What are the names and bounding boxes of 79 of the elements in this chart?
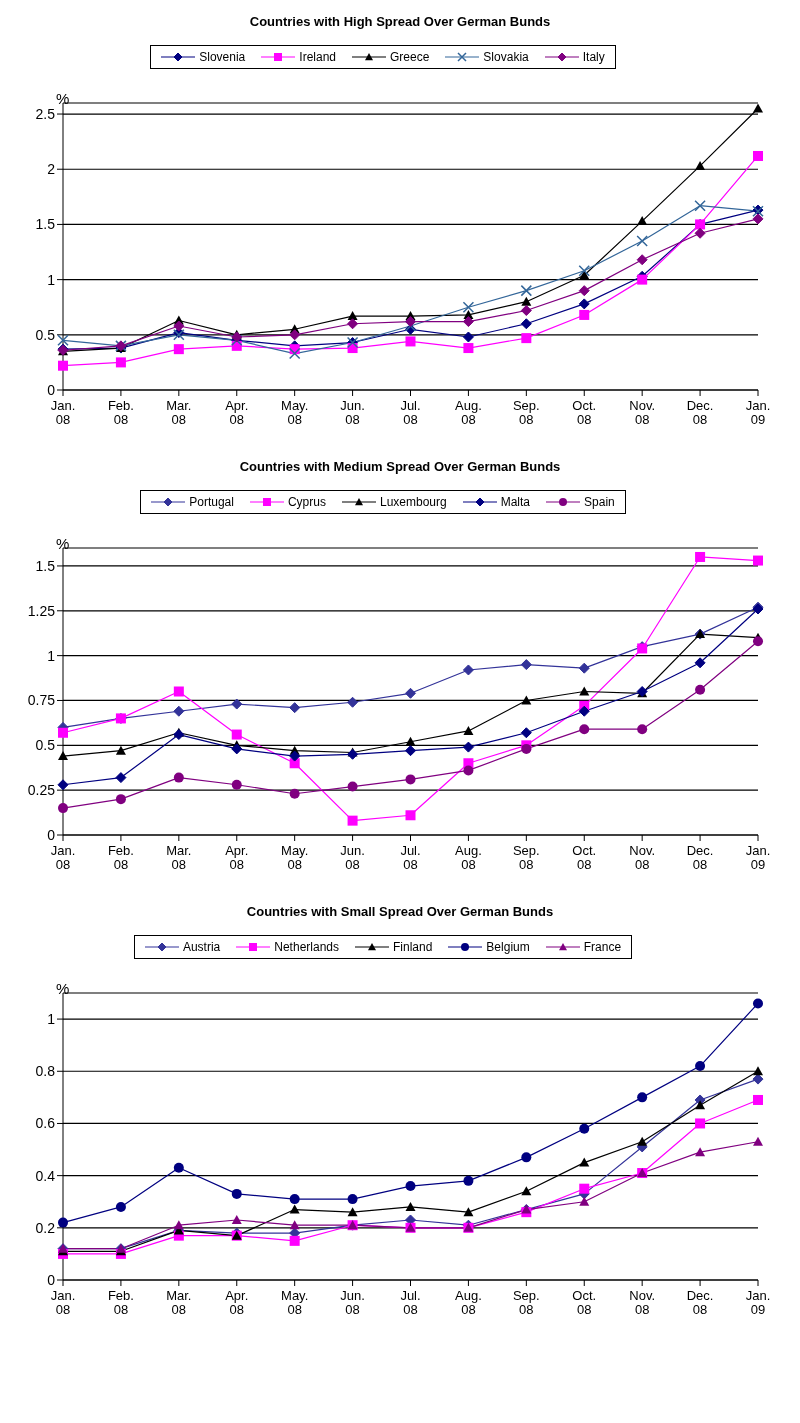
legend-label: Netherlands — [273, 940, 339, 954]
y-tick-label: 1.25 — [27, 602, 56, 619]
x-tick-label: Jan. 09 — [745, 843, 771, 872]
x-tick-label: Oct. 08 — [572, 843, 597, 872]
chart-title: Countries with High Spread Over German Bunds — [248, 14, 552, 29]
x-tick-label: Jun. 08 — [340, 398, 365, 427]
x-tick-label: Nov. 08 — [629, 1288, 656, 1317]
y-tick-label: 0.5 — [35, 326, 56, 343]
y-tick-label: 0.6 — [35, 1115, 56, 1132]
y-tick-label: 0.2 — [35, 1219, 56, 1236]
legend-label: Spain — [583, 495, 615, 509]
y-tick-label: 0 — [47, 381, 56, 398]
x-tick-label: Mar. 08 — [166, 843, 192, 872]
y-tick-label: 0.75 — [27, 692, 56, 709]
x-tick-label: Dec. 08 — [686, 843, 714, 872]
y-tick-label: 1.5 — [35, 216, 56, 233]
legend-label: France — [582, 940, 622, 954]
legend-label: Slovakia — [482, 50, 529, 64]
legend-label: Austria — [181, 940, 221, 954]
legend-label: Portugal — [188, 495, 234, 509]
x-tick-label: Feb. 08 — [107, 843, 134, 872]
x-tick-label: Apr. 08 — [225, 843, 249, 872]
x-tick-label: Dec. 08 — [686, 1288, 714, 1317]
x-tick-label: Jan. 08 — [50, 843, 76, 872]
x-tick-label: May. 08 — [281, 398, 309, 427]
x-tick-label: Sep. 08 — [512, 1288, 540, 1317]
legend-label: Cyprus — [286, 495, 326, 509]
x-tick-label: Sep. 08 — [512, 398, 540, 427]
y-axis-title: % — [56, 980, 70, 997]
x-tick-label: Jan. 09 — [745, 398, 771, 427]
y-tick-label: 0.25 — [27, 782, 56, 799]
x-tick-label: Apr. 08 — [225, 1288, 249, 1317]
x-tick-label: Sep. 08 — [512, 843, 540, 872]
y-tick-label: 0.5 — [35, 737, 56, 754]
legend-label: Greece — [389, 50, 430, 64]
y-tick-label: 0 — [47, 1271, 56, 1288]
y-tick-label: 0.8 — [35, 1063, 56, 1080]
x-tick-label: Jul. 08 — [400, 398, 421, 427]
x-tick-label: Aug. 08 — [455, 843, 482, 872]
x-tick-label: Aug. 08 — [455, 398, 482, 427]
x-tick-label: Mar. 08 — [166, 398, 192, 427]
y-axis-title: % — [56, 90, 70, 107]
y-tick-label: 1 — [47, 1011, 56, 1028]
legend-label: Italy — [581, 50, 605, 64]
legend-label: Ireland — [298, 50, 336, 64]
chart-title: Countries with Small Spread Over German Bunds — [245, 904, 555, 919]
x-tick-label: Jan. 08 — [50, 1288, 76, 1317]
y-tick-label: 1 — [47, 647, 56, 664]
x-tick-label: Mar. 08 — [166, 1288, 192, 1317]
x-tick-label: Feb. 08 — [107, 1288, 134, 1317]
y-tick-label: 2.5 — [35, 106, 56, 123]
x-tick-label: Nov. 08 — [629, 843, 656, 872]
y-tick-label: 2 — [47, 161, 56, 178]
legend-label: Malta — [499, 495, 531, 509]
x-tick-label: Aug. 08 — [455, 1288, 482, 1317]
x-tick-label: Jan. 08 — [50, 398, 76, 427]
x-tick-label: Jul. 08 — [400, 1288, 421, 1317]
x-tick-label: Oct. 08 — [572, 398, 597, 427]
x-tick-label: Jun. 08 — [340, 843, 365, 872]
y-tick-label: 0 — [47, 826, 56, 843]
x-tick-label: Jul. 08 — [400, 843, 421, 872]
legend-label: Finland — [392, 940, 433, 954]
x-tick-label: May. 08 — [281, 843, 309, 872]
y-axis-title: % — [56, 535, 70, 552]
legend-label: Slovenia — [198, 50, 246, 64]
x-tick-label: Feb. 08 — [107, 398, 134, 427]
y-tick-label: 1 — [47, 271, 56, 288]
y-tick-label: 0.4 — [35, 1167, 56, 1184]
x-tick-label: Apr. 08 — [225, 398, 249, 427]
x-tick-label: Jun. 08 — [340, 1288, 365, 1317]
x-tick-label: Dec. 08 — [686, 398, 714, 427]
y-tick-label: 1.5 — [35, 557, 56, 574]
x-tick-label: Oct. 08 — [572, 1288, 597, 1317]
legend-label: Belgium — [485, 940, 530, 954]
legend-label: Luxembourg — [378, 495, 447, 509]
x-tick-label: Jan. 09 — [745, 1288, 771, 1317]
x-tick-label: May. 08 — [281, 1288, 309, 1317]
x-tick-label: Nov. 08 — [629, 398, 656, 427]
chart-title: Countries with Medium Spread Over German Bunds — [238, 459, 562, 474]
